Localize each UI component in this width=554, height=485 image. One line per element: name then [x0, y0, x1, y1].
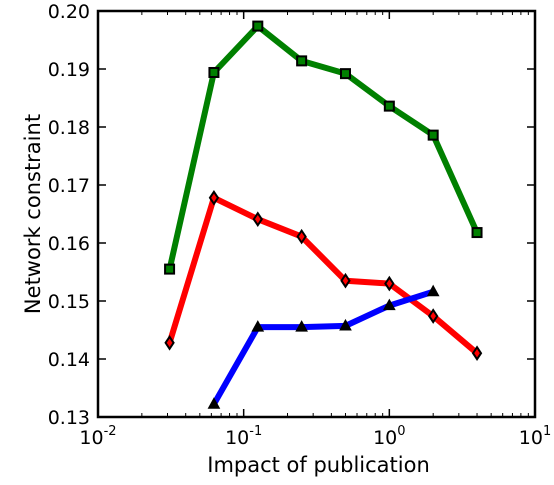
series-point-1 [208, 189, 220, 206]
series-point-2 [382, 298, 396, 311]
series-point-1 [164, 334, 175, 351]
series-point-2 [426, 284, 440, 297]
labels-layer: 0.13 0.14 0.15 0.16 0.17 0.18 0.19 0.20 10-2 10-1… [48, 1, 552, 449]
series-line-0 [166, 23, 480, 270]
series-point-2 [207, 397, 221, 409]
series-point-0 [296, 55, 308, 67]
x-tick-label: 100 [373, 424, 405, 449]
y-tick-label: 0.19 [48, 59, 90, 81]
series-point-0 [471, 227, 483, 239]
x-axis-title: Impact of publication [207, 453, 430, 477]
series-point-2 [295, 320, 308, 332]
plot-frame [96, 9, 537, 419]
y-tick-label: 0.18 [48, 117, 90, 139]
series-point-0 [164, 263, 176, 275]
y-tick-label: 0.17 [48, 175, 90, 197]
series-point-1 [427, 308, 439, 324]
series-line-1 [166, 194, 479, 356]
series-point-2 [251, 320, 265, 332]
series-point-1 [296, 228, 307, 245]
series-point-0 [383, 100, 395, 112]
series-point-2 [339, 318, 352, 331]
series-layer [164, 20, 483, 409]
series-point-1 [471, 345, 483, 362]
y-tick-label: 0.14 [48, 349, 90, 371]
series-point-0 [339, 68, 351, 80]
x-tick-label: 10-1 [225, 424, 262, 449]
y-axis-title: Network constraint [21, 114, 45, 314]
series-point-1 [340, 272, 351, 289]
y-tick-label: 0.15 [48, 291, 90, 313]
series-point-1 [252, 211, 263, 228]
y-tick-label: 0.20 [48, 1, 90, 23]
y-tick-label: 0.16 [48, 233, 90, 255]
series-point-0 [208, 66, 220, 78]
series-point-1 [384, 275, 395, 292]
y-tick-label: 0.13 [48, 407, 90, 429]
x-tick-label: 101 [519, 424, 551, 449]
x-tick-label: 10-2 [79, 424, 116, 449]
series-line-2 [211, 288, 435, 406]
series-point-0 [252, 20, 264, 32]
series-point-0 [427, 129, 439, 141]
